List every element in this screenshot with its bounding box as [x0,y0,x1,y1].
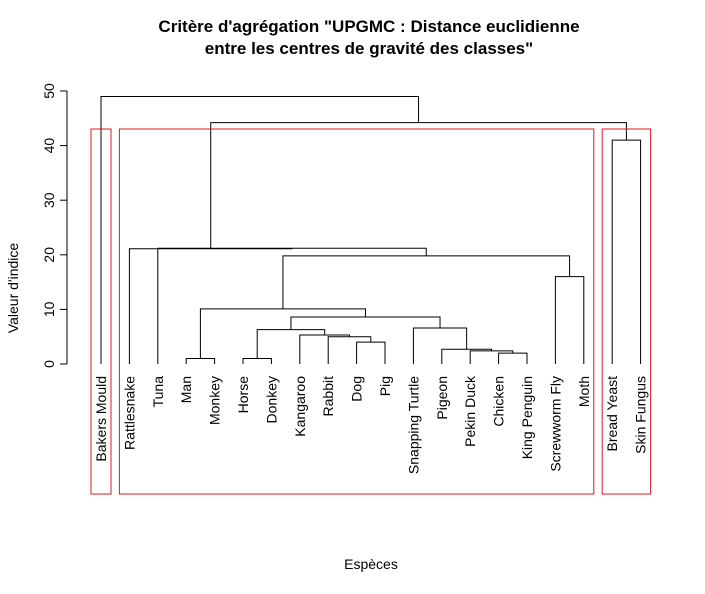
leaf-label: Donkey [263,376,279,423]
dendrogram-branch [554,276,585,364]
leaf-label: Skin Fungus [633,376,649,454]
dendrogram-branch [356,341,386,364]
dendrogram-branch [441,348,492,364]
dendrogram-branch [412,327,468,364]
leaf-label: Pekin Duck [462,375,478,447]
dendrogram-branch [210,122,627,249]
y-tick-label: 0 [41,360,57,368]
dendrogram-branch [128,248,293,364]
leaf-label: Kangaroo [292,376,308,437]
y-tick-label: 30 [41,192,57,208]
leaf-label: Tuna [150,376,166,408]
y-tick-label: 40 [41,138,57,154]
y-axis: 0 10 20 30 40 50 [41,83,68,368]
dendrogram-branch [611,139,642,364]
leaf-label: Pigeon [434,376,450,420]
cluster-box [90,128,112,495]
y-tick-label: 10 [41,301,57,317]
y-tick-label: 20 [41,247,57,263]
y-axis-label: Valeur d'indice [5,243,21,334]
leaf-label: Screwworm Fly [547,376,563,472]
leaf-label: Snapping Turtle [405,376,421,474]
leaf-label: Pig [377,376,393,396]
dendrogram-branch [100,95,420,364]
dendrogram-branch [498,352,528,364]
leaf-label: Chicken [491,376,507,427]
leaf-label: Man [178,376,194,403]
dendrogram-branch [299,334,350,364]
dendrogram-branch [199,308,366,359]
leaf-label: Rattlesnake [121,376,137,450]
chart-title-line2: entre les centres de gravité des classes… [205,39,533,58]
chart-title-line1: Critère d'agrégation "UPGMC : Distance e… [158,17,579,36]
dendrogram-tree [100,95,642,364]
leaf-label: King Penguin [519,376,535,459]
x-axis-label: Espèces [344,556,398,572]
dendrogram-branch [256,329,326,359]
leaf-label: Moth [576,376,592,407]
dendrogram-branch [185,358,216,364]
leaf-labels: Bakers Mould Rattlesnake Tuna Man Monkey Hors… [93,375,649,474]
dendrogram-branch [242,358,272,364]
dendrogram-branch [282,255,571,309]
leaf-label: Bakers Mould [93,376,109,462]
dendrogram-branch [327,336,372,364]
cluster-boxes [90,128,652,495]
leaf-label: Bread Yeast [604,376,620,452]
leaf-label: Rabbit [320,376,336,417]
dendrogram-branch [157,247,427,364]
leaf-label: Horse [235,376,251,414]
leaf-label: Monkey [207,376,223,425]
leaf-label: Dog [349,376,365,402]
cluster-box [601,128,652,495]
y-tick-label: 50 [41,83,57,99]
cluster-box [118,128,595,495]
